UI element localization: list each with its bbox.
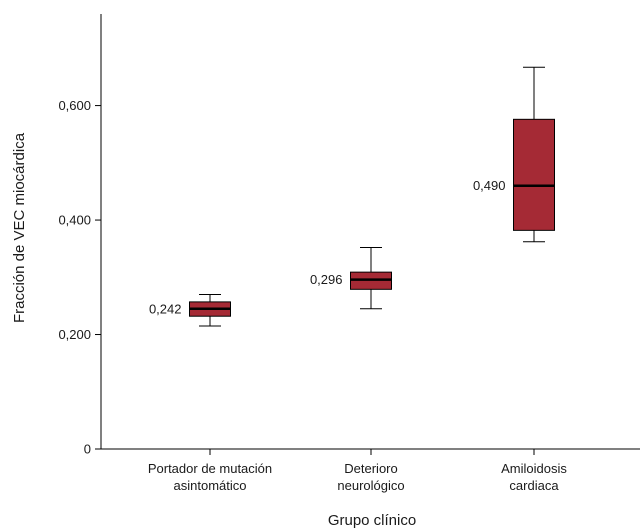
data-label: 0,296	[310, 272, 343, 287]
y-axis: 0 0,200 0,400 0,600	[58, 14, 102, 457]
box-iqr	[513, 118, 555, 231]
data-label: 0,490	[473, 178, 506, 193]
x-tick-label: Deterioro	[344, 461, 397, 476]
x-axis-title: Grupo clínico	[328, 512, 416, 529]
x-axis: Portador de mutación asintomático Deterior…	[101, 448, 640, 493]
box-series: 0,242 0,296 0,490	[149, 66, 555, 327]
x-tick-label: Amiloidosis	[501, 461, 567, 476]
y-tick-label: 0,600	[58, 98, 91, 113]
y-axis-title: Fracción de VEC miocárdica	[11, 132, 28, 323]
y-tick-label: 0,200	[58, 327, 91, 342]
box-group: 0,296	[310, 247, 392, 310]
y-tick-label: 0,400	[58, 213, 91, 228]
y-tick-label: 0	[84, 442, 91, 457]
x-tick-label: asintomático	[174, 478, 247, 493]
x-tick-label: Portador de mutación	[148, 461, 272, 476]
box-group: 0,490	[473, 66, 555, 243]
data-label: 0,242	[149, 301, 182, 316]
x-tick-label: neurológico	[337, 478, 404, 493]
box-group: 0,242	[149, 293, 231, 327]
x-tick-label: cardiaca	[509, 478, 559, 493]
